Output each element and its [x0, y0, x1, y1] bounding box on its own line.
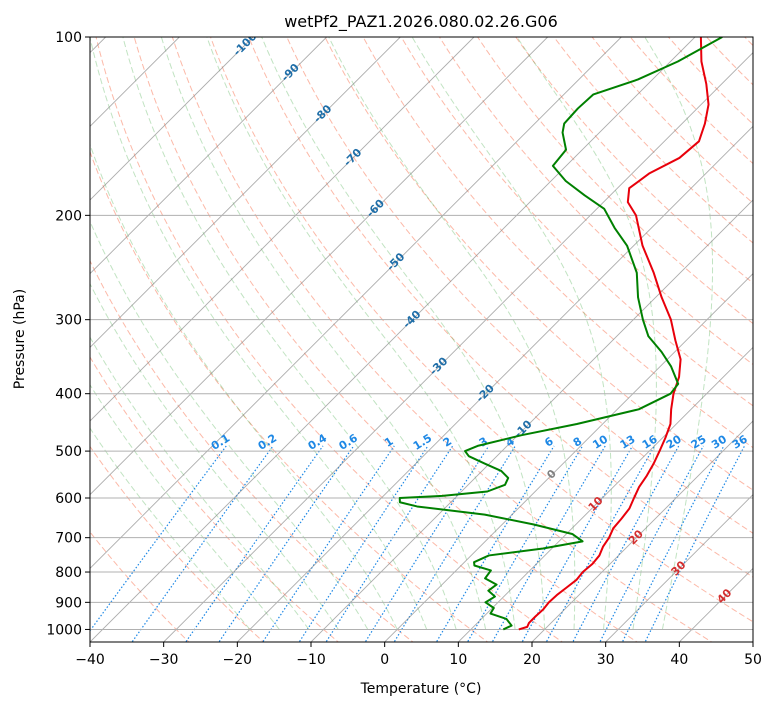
y-tick-label: 200: [55, 208, 82, 224]
moist-adiabat: [90, 427, 251, 630]
x-tick-label: 50: [744, 652, 762, 668]
isotherm-line: [90, 37, 548, 496]
dry-adiabat: [90, 150, 489, 642]
isotherm-line: [531, 420, 753, 642]
x-tick-label: −10: [296, 652, 326, 668]
mixing-ratio-line: [218, 445, 355, 642]
x-tick-label: −30: [149, 652, 179, 668]
series-dewpoint: [398, 37, 723, 631]
y-tick-label: 1000: [46, 622, 82, 638]
moist-adiabat: [122, 37, 457, 630]
isotherm-line: [163, 52, 753, 642]
dry-adiabat: [248, 37, 753, 578]
y-tick-label: 500: [55, 444, 82, 460]
isotherm-line: [90, 37, 401, 348]
dry-adiabat: [400, 37, 753, 407]
dry-adiabat: [209, 37, 753, 623]
mixing-ratio-line: [185, 445, 324, 642]
y-tick-label: 700: [55, 531, 82, 547]
mixing-ratio-line: [491, 445, 606, 642]
y-axis-title: Pressure (hPa): [12, 289, 28, 389]
y-tick-label: 900: [55, 595, 82, 611]
moist-adiabat: [206, 37, 516, 630]
moist-adiabat: [411, 37, 612, 630]
x-tick-label: 30: [597, 652, 615, 668]
x-axis: −40 −30 −20 −10 0 10 20 30 40 50: [75, 642, 762, 668]
y-tick-label: 300: [55, 313, 82, 329]
isotherm-line: [90, 37, 696, 642]
moist-adiabat: [90, 143, 398, 630]
mixing-ratio-line: [90, 445, 227, 632]
moist-adiabat: [160, 37, 487, 630]
profiles: [398, 37, 723, 631]
y-tick-label: 400: [55, 387, 82, 403]
moist-adiabat: [90, 383, 280, 630]
x-tick-label: −40: [75, 652, 105, 668]
x-tick-label: 20: [523, 652, 541, 668]
isotherm-line: [237, 125, 753, 642]
moist-adiabat: [90, 220, 369, 630]
dry-adiabat: [286, 37, 753, 534]
x-tick-label: −20: [223, 652, 253, 668]
y-tick-label: 800: [55, 565, 82, 581]
plot-frame: [89, 36, 754, 643]
y-tick-label: 100: [55, 30, 82, 46]
mixing-ratio-line: [298, 445, 429, 642]
y-axis: 1000 900 800 700 600 500 400 300 200 100: [46, 30, 90, 638]
x-tick-label: 10: [449, 652, 467, 668]
chart-title: wetPf2_PAZ1.2026.080.02.26.G06: [284, 12, 558, 32]
isotherm-line: [458, 346, 753, 642]
dry-adiabat: [438, 37, 753, 366]
mixing-ratio-line: [572, 445, 680, 642]
mixing-ratio-line: [599, 445, 704, 642]
mixing-ratio-line: [521, 445, 634, 642]
isotherm-line: [90, 37, 254, 201]
isotherm-line: [384, 273, 753, 642]
background-lines: [90, 37, 753, 642]
mixing-ratio-line: [262, 445, 395, 642]
mixing-ratio-line: [131, 445, 274, 642]
x-tick-label: 0: [380, 652, 389, 668]
mixing-ratio-line: [545, 445, 656, 642]
moist-adiabat: [516, 37, 657, 630]
isotherm-line: [90, 37, 475, 422]
isotherm-line: [605, 494, 753, 642]
isotherm-line: [310, 199, 753, 642]
y-tick-label: 600: [55, 491, 82, 507]
x-axis-title: Temperature (°C): [360, 681, 482, 697]
isotherm-line: [90, 37, 622, 569]
dry-adiabat: [324, 37, 753, 491]
mixing-ratio-line: [621, 445, 725, 642]
series-temperature: [518, 37, 710, 631]
mixing-ratio-line: [325, 445, 454, 642]
moist-adiabat: [261, 37, 546, 630]
x-tick-label: 40: [670, 652, 688, 668]
moist-adiabat: [644, 37, 714, 630]
moist-adiabat: [90, 37, 428, 630]
mixing-ratio-line: [364, 445, 490, 642]
isotherm-line: [90, 37, 327, 275]
